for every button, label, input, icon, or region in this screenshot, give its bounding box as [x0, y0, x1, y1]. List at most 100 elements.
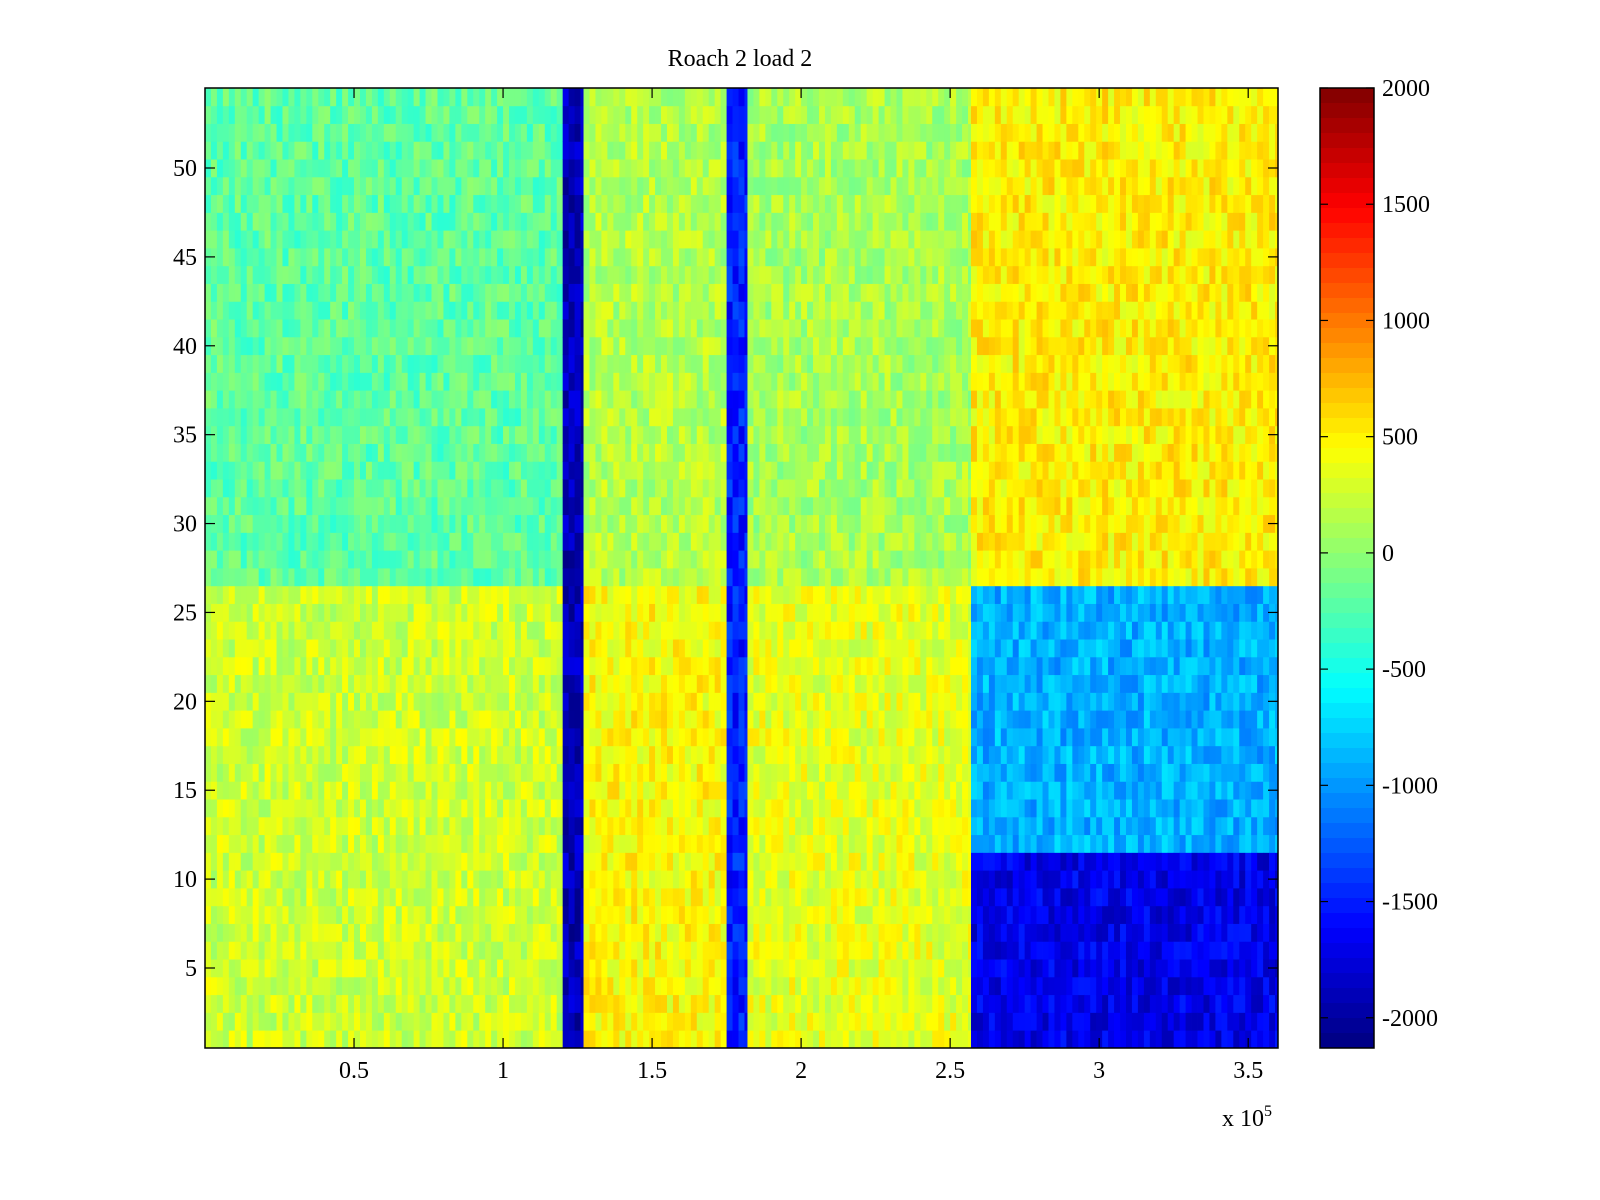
heatmap-cell — [702, 852, 710, 871]
heatmap-cell — [583, 781, 590, 800]
heatmap-cell — [601, 88, 608, 107]
heatmap-cell — [479, 443, 486, 462]
heatmap-cell — [738, 336, 745, 356]
heatmap-cell — [455, 585, 462, 604]
heatmap-cell — [467, 674, 474, 693]
heatmap-cell — [258, 1012, 266, 1031]
heatmap-cell — [738, 639, 745, 658]
heatmap-cell — [371, 479, 379, 498]
heatmap-cell — [550, 212, 558, 231]
heatmap-cell — [389, 194, 397, 213]
heatmap-cell — [619, 639, 626, 658]
heatmap-cell — [354, 905, 361, 924]
heatmap-cell — [234, 248, 242, 267]
heatmap-cell — [497, 674, 504, 693]
heatmap-cell — [222, 870, 230, 889]
heatmap-cell — [514, 1030, 522, 1049]
heatmap-cell — [300, 176, 307, 196]
heatmap-cell — [684, 479, 692, 498]
heatmap-cell — [407, 283, 415, 302]
heatmap-cell — [684, 568, 692, 587]
heatmap-cell — [324, 923, 331, 942]
heatmap-cell — [631, 656, 638, 676]
heatmap-cell — [661, 88, 668, 107]
heatmap-cell — [419, 905, 426, 924]
heatmap-cell — [467, 443, 474, 462]
heatmap-cell — [288, 585, 295, 604]
heatmap-cell — [625, 425, 632, 444]
heatmap-cell — [580, 834, 584, 853]
heatmap-cell — [437, 710, 444, 729]
heatmap-cell — [473, 425, 480, 444]
heatmap-cell — [655, 834, 662, 853]
heatmap-cell — [300, 230, 307, 249]
heatmap-cell — [726, 123, 733, 142]
heatmap-cell — [497, 710, 504, 729]
heatmap-cell — [258, 390, 266, 409]
heatmap-cell — [324, 621, 331, 640]
heatmap-cell — [228, 88, 236, 107]
heatmap-cell — [661, 265, 668, 284]
heatmap-cell — [270, 194, 277, 213]
heatmap-cell — [377, 656, 385, 676]
heatmap-cell — [509, 692, 516, 711]
heatmap-cell — [526, 728, 534, 747]
heatmap-cell — [270, 852, 277, 871]
heatmap-cell — [538, 905, 546, 924]
heatmap-cell — [288, 781, 295, 800]
heatmap-cell — [625, 212, 632, 231]
heatmap-cell — [377, 496, 385, 516]
heatmap-cell — [503, 248, 510, 267]
heatmap-cell — [562, 372, 570, 391]
heatmap-cell — [401, 408, 409, 427]
heatmap-cell — [324, 550, 331, 569]
heatmap-cell — [365, 176, 373, 196]
heatmap-cell — [467, 514, 474, 533]
heatmap-cell — [655, 425, 662, 444]
heatmap-cell — [491, 994, 498, 1013]
heatmap-cell — [294, 283, 301, 302]
heatmap-cell — [389, 799, 397, 818]
heatmap-cell — [300, 212, 307, 231]
heatmap-cell — [732, 390, 739, 409]
heatmap-cell — [631, 514, 638, 533]
heatmap-cell — [413, 745, 420, 764]
heatmap-cell — [672, 568, 680, 587]
heatmap-cell — [702, 514, 710, 533]
heatmap-cell — [234, 514, 242, 533]
heatmap-cell — [348, 603, 355, 622]
heatmap-cell — [395, 390, 403, 409]
heatmap-cell — [747, 816, 754, 836]
heatmap-cell — [377, 923, 385, 942]
heatmap-cell — [520, 141, 528, 160]
heatmap-cell — [383, 408, 391, 427]
heatmap-cell — [455, 923, 462, 942]
heatmap-cell — [696, 301, 704, 320]
heatmap-cell — [708, 88, 716, 107]
heatmap-cell — [449, 959, 456, 978]
heatmap-cell — [509, 372, 516, 391]
heatmap-cell — [467, 710, 474, 729]
heatmap-cell — [708, 763, 716, 782]
heatmap-cell — [425, 585, 432, 604]
heatmap-cell — [222, 852, 230, 871]
heatmap-cell — [443, 194, 450, 213]
heatmap-cell — [532, 639, 540, 658]
heatmap-cell — [324, 816, 331, 836]
heatmap-cell — [702, 923, 710, 942]
heatmap-cell — [228, 230, 236, 249]
heatmap-cell — [467, 568, 474, 587]
heatmap-cell — [708, 781, 716, 800]
heatmap-cell — [228, 390, 236, 409]
heatmap-cell — [246, 194, 254, 213]
heatmap-cell — [306, 745, 313, 764]
heatmap-cell — [312, 123, 319, 142]
heatmap-cell — [714, 425, 722, 444]
heatmap-cell — [371, 141, 379, 160]
heatmap-cell — [550, 834, 558, 853]
heatmap-cell — [312, 905, 319, 924]
heatmap-cell — [589, 816, 596, 836]
heatmap-cell — [580, 532, 584, 551]
heatmap-cell — [377, 603, 385, 622]
heatmap-cell — [455, 390, 462, 409]
